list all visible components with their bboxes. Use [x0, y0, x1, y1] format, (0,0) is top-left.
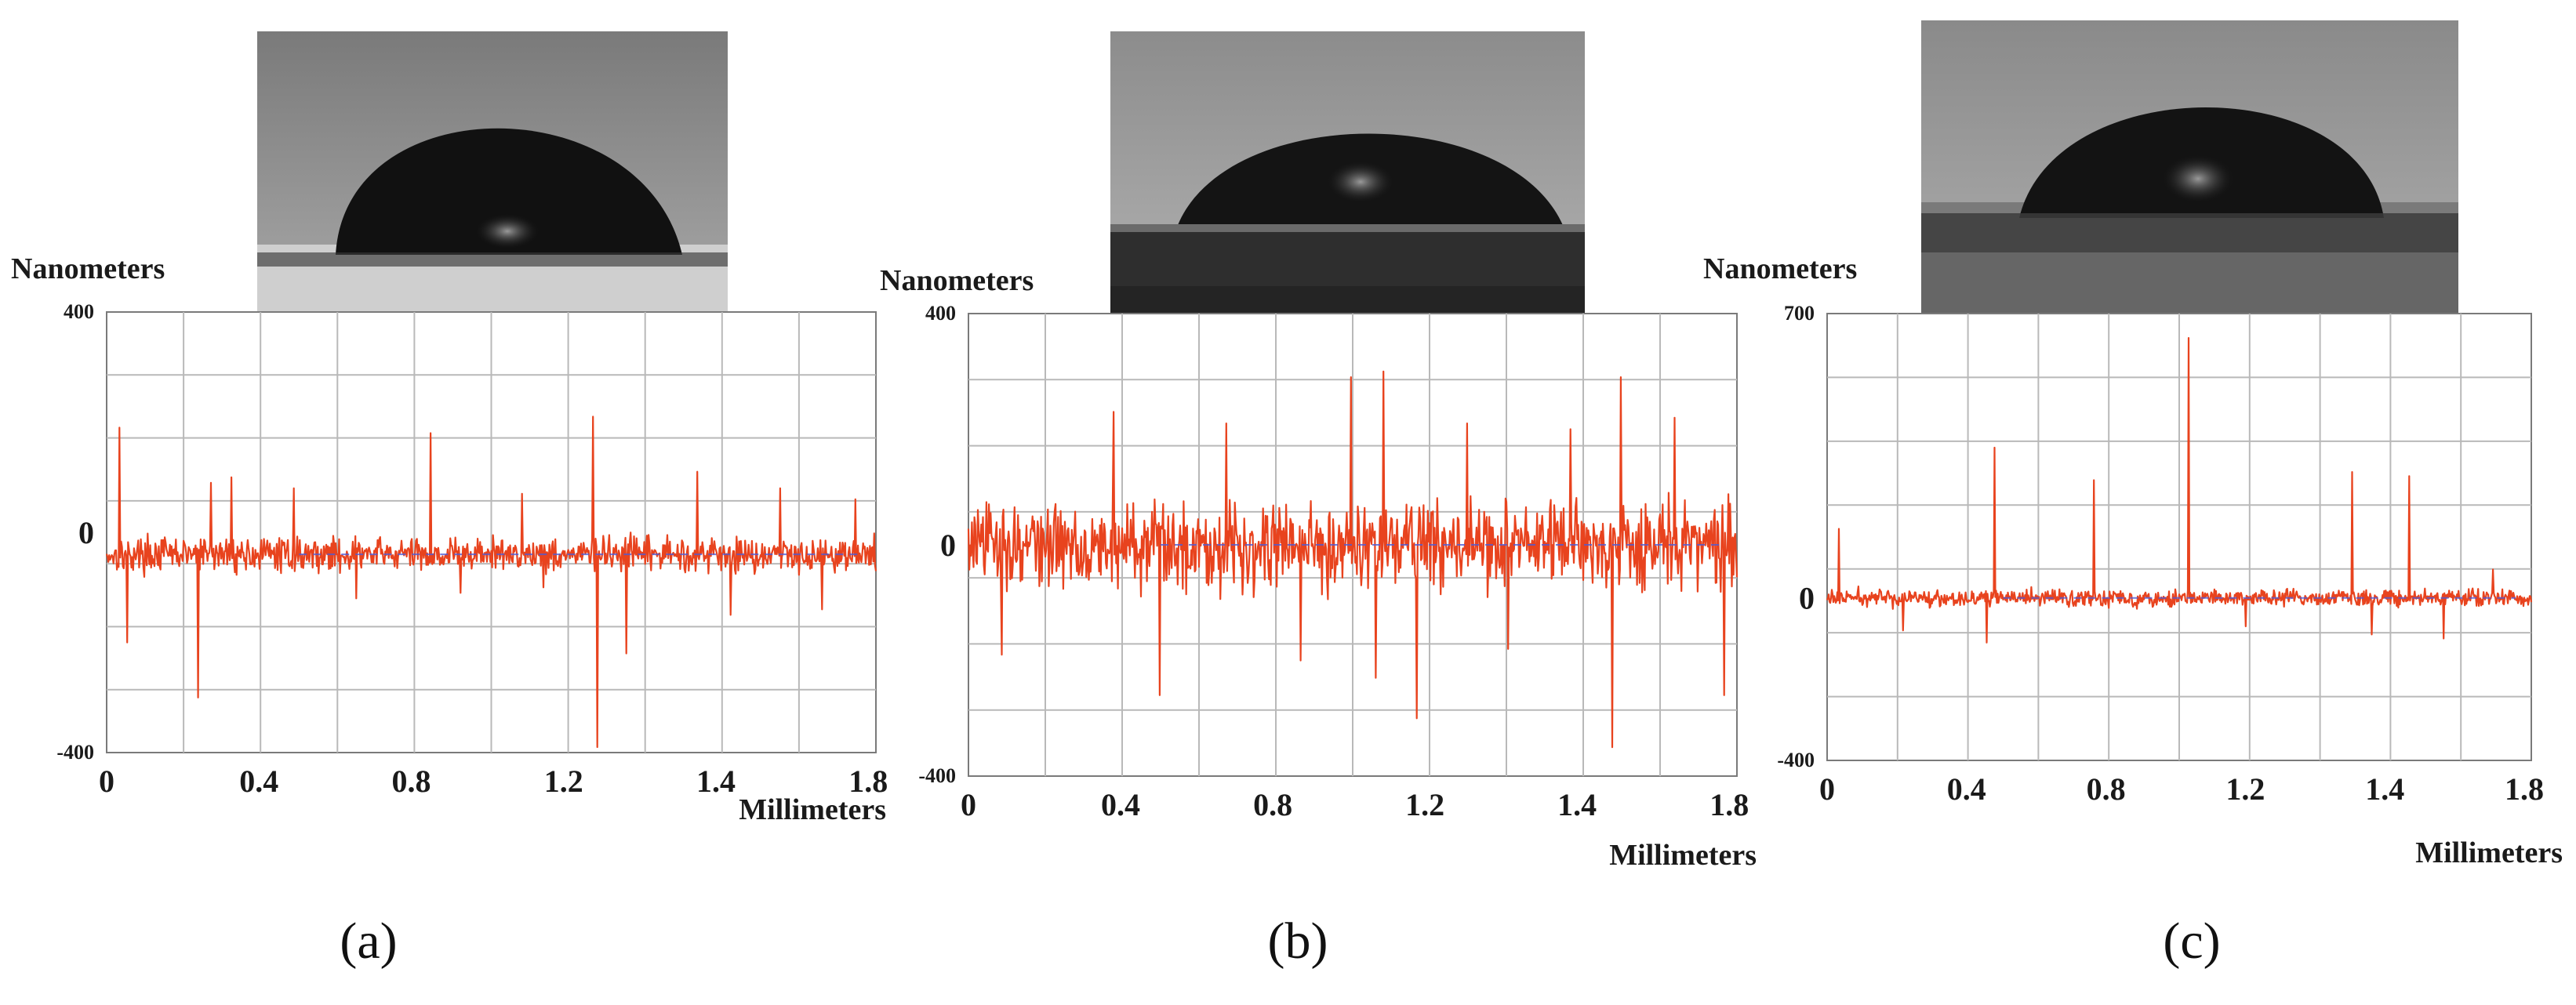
x-tick-label: 1.8	[1709, 787, 1749, 822]
x-tick-label: 0.8	[1253, 787, 1292, 822]
x-tick-label: 0.4	[239, 764, 278, 799]
panel-label-c: (c)	[2163, 912, 2220, 970]
panel-label-b: (b)	[1268, 912, 1328, 970]
x-tick-label: 0.4	[1101, 787, 1140, 822]
profile-series-line	[105, 415, 877, 749]
y-tick-label: 400	[64, 300, 94, 323]
y-axis-label-c: Nanometers	[1703, 252, 1857, 285]
y-tick-label: 0	[940, 528, 956, 563]
x-tick-label: 0	[99, 764, 114, 799]
x-tick-label: 1.2	[544, 764, 583, 799]
x-tick-label: 0.8	[2087, 771, 2126, 807]
x-tick-label: 1.2	[1405, 787, 1444, 822]
profile-series-line	[967, 370, 1739, 749]
x-tick-label: 0	[961, 787, 976, 822]
panel-label-a: (a)	[340, 912, 397, 970]
x-tick-label: 1.2	[2225, 771, 2265, 807]
y-axis-label-b: Nanometers	[880, 264, 1034, 297]
x-axis-label-b: Millimeters	[1609, 839, 1757, 872]
x-axis-label-c: Millimeters	[2415, 836, 2563, 869]
x-tick-label: 1.8	[2505, 771, 2544, 807]
x-tick-label: 1.4	[1557, 787, 1597, 822]
y-tick-label: 400	[925, 302, 956, 325]
y-tick-label: 0	[78, 515, 94, 550]
x-tick-label: 0.4	[1947, 771, 1986, 807]
x-tick-label: 0	[1819, 771, 1835, 807]
y-tick-label: -400	[918, 764, 956, 787]
y-tick-label: 700	[1784, 302, 1815, 325]
y-tick-label: -400	[1777, 749, 1815, 771]
y-axis-label-a: Nanometers	[11, 252, 165, 285]
y-tick-label: -400	[56, 741, 94, 764]
x-tick-label: 1.8	[848, 764, 888, 799]
droplet-photo-a	[257, 31, 728, 314]
x-tick-label: 1.4	[696, 764, 736, 799]
x-tick-label: 1.4	[2365, 771, 2404, 807]
droplet-photo-b	[1110, 31, 1585, 314]
profile-series-line	[1826, 337, 2533, 644]
x-axis-label-a: Millimeters	[739, 793, 886, 826]
y-tick-label: 0	[1799, 581, 1815, 616]
droplet-photo-c	[1921, 20, 2458, 329]
x-tick-label: 0.8	[391, 764, 431, 799]
